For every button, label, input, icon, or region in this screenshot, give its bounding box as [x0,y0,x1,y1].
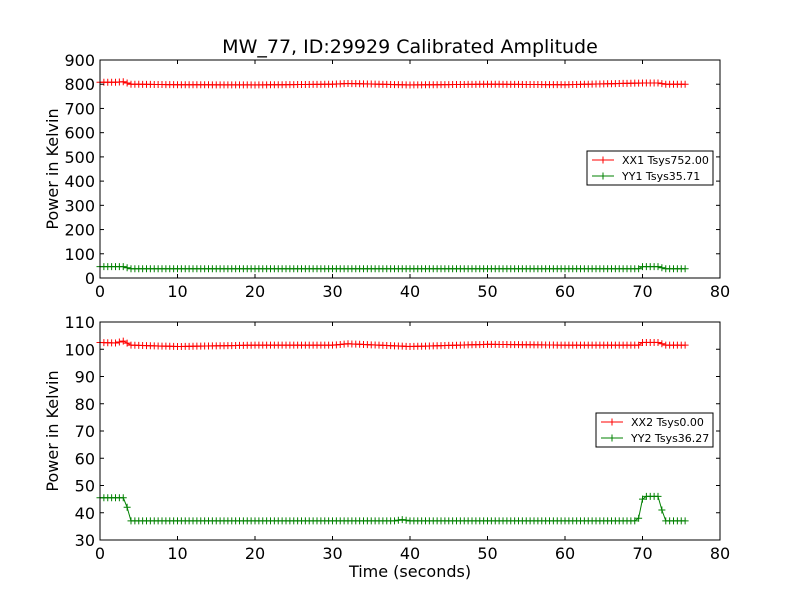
legend-label: XX2 Tsys0.00 [631,416,704,429]
x-tick-label: 70 [632,544,652,563]
data-point [123,339,131,347]
legend-box [595,412,714,448]
y-tick-label: 50 [75,477,95,496]
x-tick-label: 80 [710,282,730,301]
legend-swatch-marker [599,172,607,180]
data-point [654,79,662,87]
legend-label: YY1 Tsys35.71 [621,170,700,183]
legend-swatch-marker [608,418,616,426]
x-tick-label: 60 [555,282,575,301]
x-tick-label: 60 [555,544,575,563]
data-point [658,506,666,514]
x-tick-label: 20 [245,544,265,563]
data-point [631,517,639,525]
data-point [635,341,643,349]
data-point [398,516,406,524]
data-point [119,494,127,502]
data-point [115,338,123,346]
data-point [658,80,666,88]
data-point [681,341,689,349]
y-tick-label: 40 [75,504,95,523]
x-tick-label: 50 [477,544,497,563]
bottom-panel: 0 10 20 30 40 50 60 70 80 30 40 50 60 70 80 90 100 110 Pow… [43,313,730,581]
data-point [635,514,643,522]
x-tick-label: 80 [710,544,730,563]
data-point [112,339,119,347]
legend-swatch-marker [608,434,616,442]
top-panel: 0 10 20 30 40 50 60 70 8001002003004005006007008… [43,51,730,301]
legend-swatch-marker [599,156,607,164]
legend: XX1 Tsys752.00 YY1 Tsys35.71 [586,150,714,186]
y-axis-label: Power in Kelvin [43,108,62,229]
data-point [681,517,689,525]
y-tick-label: 90 [75,368,95,387]
x-tick-label: 20 [245,282,265,301]
x-axis-label: Time (seconds) [348,562,471,581]
x-tick-label: 40 [400,544,420,563]
legend-box [586,150,714,186]
y-tick-label: 200 [64,221,95,240]
x-tick-label: 10 [167,282,187,301]
data-point [654,263,662,271]
data-point [119,337,127,345]
data-point [123,79,131,87]
y-tick-label: 600 [64,124,95,143]
y-tick-label: 30 [75,531,95,550]
series-markers-2 [96,492,689,525]
y-tick-label: 300 [64,196,95,215]
y-tick-label: 900 [64,51,95,70]
y-tick-label: 800 [64,75,95,94]
x-tick-label: 40 [400,282,420,301]
legend-entry-2: YY1 Tsys35.71 [592,170,700,183]
series-markers-1 [96,78,689,89]
y-tick-label: 500 [64,148,95,167]
legend: XX2 Tsys0.00 YY2 Tsys36.27 [595,412,714,448]
x-tick-label: 0 [95,544,105,563]
y-tick-label: 700 [64,99,95,118]
y-axis-label: Power in Kelvin [43,370,62,491]
y-tick-label: 70 [75,422,95,441]
legend-entry-2: YY2 Tsys36.27 [601,432,709,445]
data-point [635,265,643,273]
data-point [391,517,398,525]
data-point [681,265,689,273]
data-point [658,340,666,348]
data-point [119,78,127,86]
data-point [654,492,662,500]
data-point [119,263,127,271]
y-tick-label: 400 [64,172,95,191]
x-tick-label: 10 [167,544,187,563]
legend-entry-1: XX2 Tsys0.00 [601,416,704,429]
y-tick-label: 0 [85,269,95,288]
data-point [639,495,646,503]
x-tick-label: 30 [322,282,342,301]
data-point [123,264,131,272]
y-tick-label: 60 [75,449,95,468]
y-tick-label: 110 [64,313,95,332]
data-point [681,80,689,88]
y-tick-label: 80 [75,395,95,414]
legend-label: XX1 Tsys752.00 [622,154,709,167]
data-point [658,264,666,272]
legend-entry-1: XX1 Tsys752.00 [592,154,709,167]
x-tick-label: 30 [322,544,342,563]
data-point [654,338,662,346]
y-tick-label: 100 [64,340,95,359]
chart-title: MW_77, ID:29929 Calibrated Amplitude [222,36,598,58]
data-point [402,516,410,524]
series-markers-1 [96,337,689,351]
x-tick-label: 0 [95,282,105,301]
data-point [394,516,402,524]
y-tick-label: 100 [64,245,95,264]
x-tick-label: 70 [632,282,652,301]
x-tick-label: 50 [477,282,497,301]
legend-label: YY2 Tsys36.27 [630,432,709,445]
data-point [123,503,131,511]
